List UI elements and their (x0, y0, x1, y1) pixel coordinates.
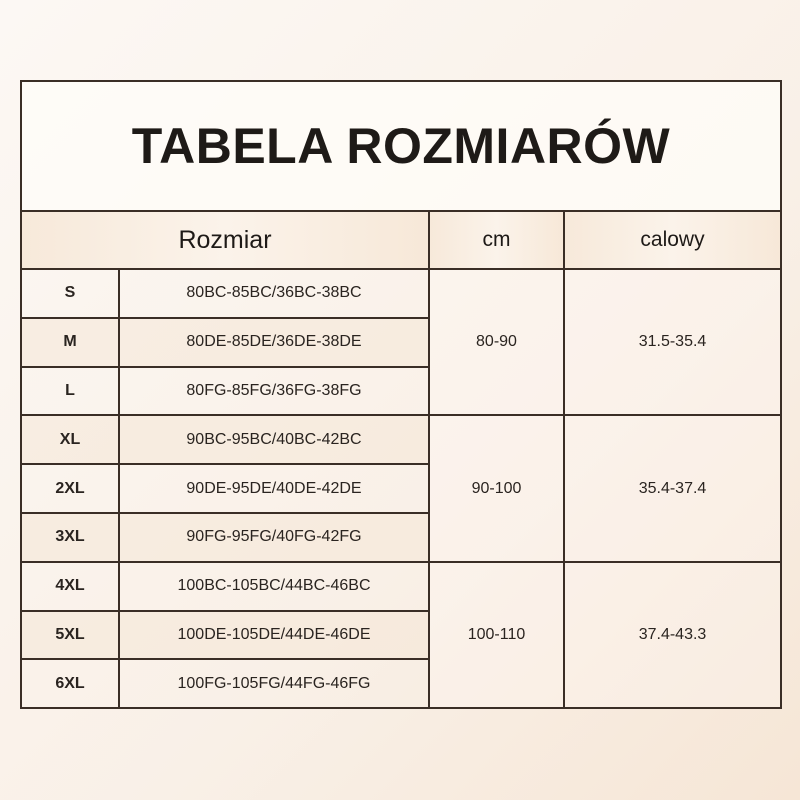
cup-range-cell: 90FG-95FG/40FG-42FG (118, 511, 430, 563)
cup-range-cell: 90DE-95DE/40DE-42DE (118, 463, 430, 514)
size-cell: 3XL (20, 511, 120, 563)
inch-cell: 31.5-35.4 (562, 267, 783, 417)
inch-cell: 37.4-43.3 (562, 560, 783, 710)
size-cell: L (20, 365, 120, 417)
table-row: 5XL 100DE-105DE/44DE-46DE (20, 609, 781, 661)
size-cell: 5XL (20, 609, 120, 661)
size-cell: S (20, 268, 120, 319)
cup-range-cell: 80BC-85BC/36BC-38BC (118, 268, 430, 319)
cm-cell: 100-110 (428, 560, 565, 710)
cup-range-cell: 100FG-105FG/44FG-46FG (118, 658, 430, 710)
cm-cell: 80-90 (428, 267, 565, 417)
header-row: Rozmiar cm calowy (20, 210, 783, 270)
table-row: S 80BC-85BC/36BC-38BC 80-90 31.5-35.4 (20, 267, 783, 417)
header-size: Rozmiar (20, 210, 430, 270)
header-inch: calowy (562, 210, 783, 270)
cup-range-cell: 100BC-105BC/44BC-46BC (118, 560, 430, 612)
cup-range-cell: 80DE-85DE/36DE-38DE (118, 316, 430, 368)
table-row: XL 90BC-95BC/40BC-42BC 90-100 35.4-37.4 (20, 414, 783, 563)
header-cm: cm (428, 210, 565, 270)
size-cell: 2XL (20, 463, 120, 514)
cup-range-cell: 80FG-85FG/36FG-38FG (118, 365, 430, 417)
table-row: 3XL 90FG-95FG/40FG-42FG (20, 511, 781, 563)
size-chart-table: TABELA ROZMIARÓW Rozmiar cm calowy S 80BC… (19, 80, 783, 710)
table-row: 4XL 100BC-105BC/44BC-46BC 100-110 37.4-43.3 (20, 560, 783, 710)
table-row: 2XL 90DE-95DE/40DE-42DE (20, 463, 781, 514)
cup-range-cell: 100DE-105DE/44DE-46DE (118, 609, 430, 661)
size-cell: 4XL (20, 560, 120, 612)
chart-title: TABELA ROZMIARÓW (19, 80, 783, 212)
size-cell: 6XL (20, 658, 120, 710)
table-row: M 80DE-85DE/36DE-38DE (20, 316, 781, 368)
table-row: L 80FG-85FG/36FG-38FG (20, 365, 781, 417)
table-row: 6XL 100FG-105FG/44FG-46FG (20, 658, 781, 710)
inch-cell: 35.4-37.4 (562, 414, 783, 563)
size-cell: M (20, 316, 120, 368)
cm-cell: 90-100 (428, 414, 565, 563)
cup-range-cell: 90BC-95BC/40BC-42BC (118, 414, 430, 466)
size-cell: XL (20, 414, 120, 466)
